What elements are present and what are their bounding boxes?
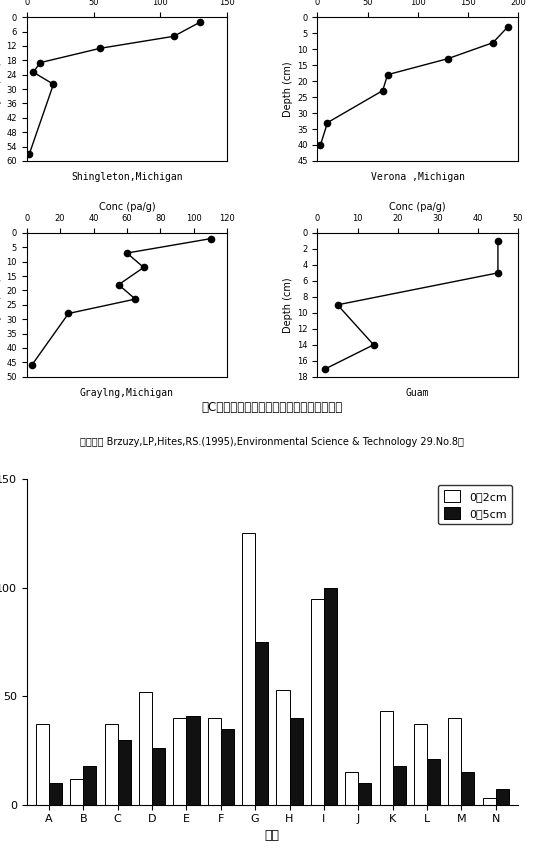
Bar [139, 692, 152, 805]
Bar [380, 711, 392, 805]
Bar [496, 789, 509, 805]
Bar [70, 779, 83, 805]
Bar [186, 716, 200, 805]
Y-axis label: Depth (cm): Depth (cm) [0, 277, 2, 333]
Bar [255, 642, 268, 805]
Text: 図C　土壌表層部へのダイオキシン類の局在: 図C 土壌表層部へのダイオキシン類の局在 [202, 401, 343, 414]
Text: Verona ,Michigan: Verona ,Michigan [371, 173, 465, 182]
Bar [242, 533, 255, 805]
Bar [311, 598, 324, 805]
X-axis label: 試料: 試料 [265, 829, 280, 841]
Bar [174, 718, 186, 805]
Bar [105, 724, 117, 805]
Text: （資料： Brzuzy,LP,Hites,RS.(1995),Environmental Science & Technology 29.No.8）: （資料： Brzuzy,LP,Hites,RS.(1995),Environme… [81, 437, 464, 447]
Bar [448, 718, 461, 805]
Text: Guam: Guam [406, 389, 429, 398]
Bar [392, 765, 406, 805]
Bar [152, 748, 165, 805]
Text: Graylng,Michigan: Graylng,Michigan [80, 389, 174, 398]
Bar [483, 798, 496, 805]
Bar [117, 740, 131, 805]
X-axis label: Conc (pa/g): Conc (pa/g) [389, 202, 446, 212]
Bar [427, 759, 440, 805]
Bar [414, 724, 427, 805]
Bar [83, 765, 97, 805]
Bar [36, 724, 49, 805]
Y-axis label: Depth (cm): Depth (cm) [283, 62, 293, 117]
Bar [208, 718, 221, 805]
Bar [358, 783, 371, 805]
Bar [221, 728, 234, 805]
Text: Shingleton,Michigan: Shingleton,Michigan [71, 173, 183, 182]
Bar [277, 690, 289, 805]
Y-axis label: Depth (cm): Depth (cm) [0, 62, 2, 117]
Legend: 0～2cm, 0～5cm: 0～2cm, 0～5cm [438, 484, 513, 525]
Bar [324, 588, 337, 805]
X-axis label: Conc (pa/g): Conc (pa/g) [99, 202, 155, 212]
Bar [289, 718, 303, 805]
Bar [461, 772, 474, 805]
Bar [345, 772, 358, 805]
Bar [49, 783, 62, 805]
Y-axis label: Depth (cm): Depth (cm) [283, 277, 293, 333]
